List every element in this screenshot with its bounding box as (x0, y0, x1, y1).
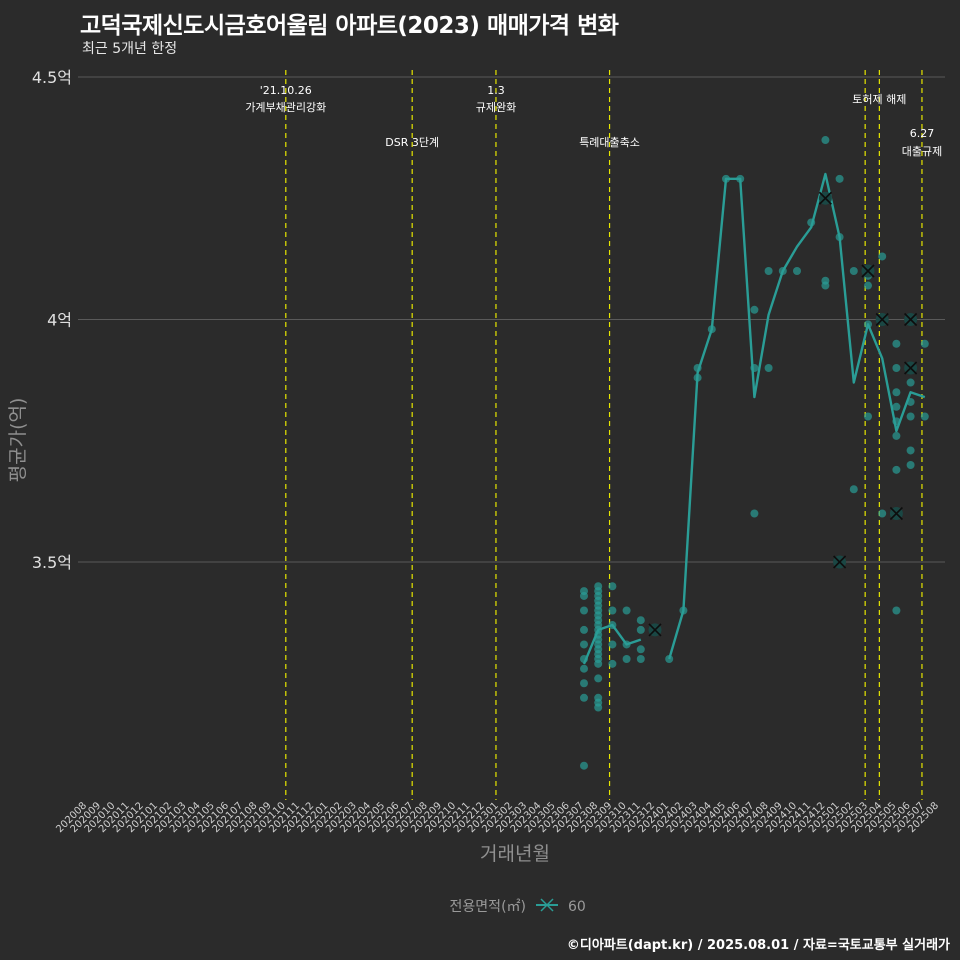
grid-layer (78, 76, 945, 563)
x-mark (904, 312, 918, 327)
data-point (849, 485, 858, 494)
x-axis-title: 거래년월 (480, 843, 550, 865)
data-point (892, 364, 901, 372)
x-mark (861, 264, 875, 278)
y-tick-label: 4.5억 (32, 68, 72, 87)
data-point (892, 388, 901, 397)
data-point (864, 281, 872, 290)
data-point (906, 378, 915, 387)
event-label: 가계부채관리강화 (245, 101, 326, 114)
chart-title: 고덕국제신도시금호어울림 아파트(2023) 매매가격 변화 (80, 13, 619, 39)
data-point (906, 446, 915, 455)
data-point (594, 582, 603, 591)
event-label: DSR 3단계 (385, 136, 439, 149)
data-points (580, 136, 929, 770)
chart-subtitle: 최근 5개년 한정 (82, 41, 178, 57)
data-point (892, 431, 901, 440)
data-point (608, 582, 617, 591)
data-point (793, 267, 801, 275)
data-point (906, 412, 915, 421)
event-label: 대출규제 (902, 145, 942, 158)
event-label: 규제완화 (476, 101, 516, 114)
data-point (906, 461, 915, 469)
data-point (821, 136, 830, 145)
x-mark (648, 623, 662, 637)
data-point (580, 587, 588, 596)
series-line (668, 172, 926, 660)
x-mark (904, 361, 918, 375)
event-label: 특례대출축소 (579, 136, 640, 149)
event-label: '21.10.26 (260, 84, 312, 97)
legend-key-60 (536, 898, 558, 912)
y-tick-label: 4억 (47, 311, 72, 330)
cross-marks (648, 191, 918, 637)
data-point (878, 509, 887, 518)
data-point (636, 616, 645, 625)
data-point (764, 364, 773, 372)
data-point (580, 625, 588, 634)
data-point (580, 693, 588, 702)
y-tick-label: 3.5억 (32, 553, 72, 572)
data-point (622, 655, 631, 663)
data-point (849, 267, 858, 275)
data-point (892, 402, 901, 411)
event-label: 6.27 (910, 127, 935, 140)
legend-label-60: 60 (568, 899, 586, 915)
data-point (892, 465, 901, 474)
data-point (750, 305, 759, 314)
x-mark (833, 555, 847, 569)
data-point (580, 761, 588, 770)
event-label: 토허제 해제 (852, 92, 906, 106)
data-point (594, 693, 603, 702)
data-point (580, 664, 588, 673)
series-lines (582, 172, 926, 665)
legend-title: 전용면적(㎡) (450, 899, 526, 915)
data-point (580, 640, 588, 649)
data-point (622, 606, 631, 615)
data-point (750, 509, 759, 518)
data-point (821, 276, 830, 285)
source-footer: ©디아파트(dapt.kr) / 2025.08.01 / 자료=국토교통부 실… (566, 938, 950, 953)
x-mark (875, 312, 889, 327)
data-point (878, 252, 887, 261)
data-point (920, 412, 929, 421)
data-point (764, 267, 773, 275)
data-point (608, 640, 617, 649)
legend-key-x (540, 898, 554, 912)
data-point (608, 606, 617, 615)
data-point (892, 606, 901, 615)
data-point (920, 339, 929, 348)
data-point (636, 625, 645, 634)
data-point (835, 174, 844, 183)
y-axis-title: 평균가(억) (7, 398, 29, 483)
data-point (864, 412, 872, 421)
x-mark (889, 506, 903, 521)
event-label: 1.3 (487, 84, 505, 97)
data-point (608, 659, 617, 668)
data-point (636, 645, 645, 654)
data-point (892, 339, 901, 348)
legend: 전용면적(㎡) 60 (450, 898, 586, 915)
data-point (636, 655, 645, 663)
x-mark (818, 191, 832, 205)
data-point (594, 674, 603, 683)
data-point (580, 606, 588, 615)
series-line (582, 623, 642, 665)
axis-labels: 3.5억4억4.5억202008202009202010202011202012… (32, 68, 941, 835)
data-point (580, 679, 588, 688)
